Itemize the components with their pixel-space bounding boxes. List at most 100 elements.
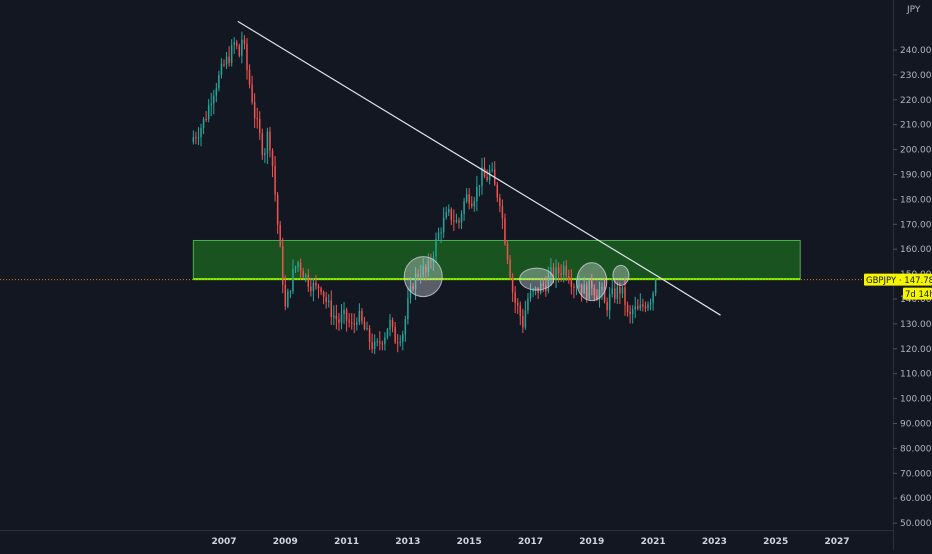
y-tick-label: 120.000 bbox=[900, 345, 932, 355]
candle-body bbox=[473, 201, 476, 207]
candle-body bbox=[236, 42, 238, 46]
candle-body bbox=[294, 267, 297, 270]
candle-body bbox=[634, 306, 636, 310]
y-tick-label: 170.000 bbox=[900, 220, 932, 230]
y-tick-label: 110.000 bbox=[900, 370, 932, 380]
candle-body bbox=[626, 304, 629, 312]
candle-body bbox=[373, 341, 376, 349]
candle-body bbox=[356, 322, 358, 325]
candle-body bbox=[537, 288, 539, 294]
candle-body bbox=[458, 220, 460, 223]
candle-body bbox=[499, 197, 501, 207]
candle-body bbox=[534, 288, 537, 291]
candle-body bbox=[644, 306, 647, 309]
candle-body bbox=[430, 260, 432, 262]
candle-body bbox=[394, 327, 396, 343]
x-tick-label: 2007 bbox=[211, 537, 236, 547]
x-tick-label: 2027 bbox=[824, 537, 849, 547]
countdown-box bbox=[903, 287, 932, 300]
candle-body bbox=[511, 277, 514, 293]
candle-body bbox=[233, 42, 235, 46]
candle-body bbox=[368, 328, 371, 343]
candle-body bbox=[483, 167, 486, 177]
candle-body bbox=[381, 343, 384, 345]
candle-body bbox=[274, 165, 276, 195]
candle-body bbox=[435, 238, 437, 257]
y-tick-label: 210.000 bbox=[900, 121, 932, 131]
candle-body bbox=[304, 275, 307, 277]
trendline bbox=[237, 20, 721, 316]
x-tick-label: 2015 bbox=[457, 537, 482, 547]
currency-label: JPY bbox=[906, 5, 921, 15]
y-tick-label: 130.000 bbox=[900, 320, 932, 330]
candle-body bbox=[527, 298, 529, 311]
candle-body bbox=[243, 39, 246, 44]
candle-body bbox=[652, 293, 654, 303]
y-tick-label: 70.000 bbox=[900, 469, 932, 479]
candle-body bbox=[228, 56, 230, 63]
highlight-ellipse bbox=[403, 256, 443, 298]
y-tick-label: 220.000 bbox=[900, 96, 932, 106]
candle-body bbox=[345, 309, 348, 321]
candle-body bbox=[256, 118, 258, 120]
candle-body bbox=[496, 184, 499, 198]
y-tick-label: 140.000 bbox=[900, 295, 932, 305]
candle-body bbox=[450, 209, 453, 221]
candle-body bbox=[192, 137, 195, 143]
candle-body bbox=[519, 305, 522, 317]
candle-body bbox=[642, 304, 644, 307]
candle-body bbox=[322, 291, 325, 297]
candle-body bbox=[412, 286, 414, 290]
candle-body bbox=[325, 296, 327, 303]
candle-body bbox=[225, 56, 228, 65]
candle-body bbox=[200, 127, 202, 138]
candle-body bbox=[330, 300, 333, 318]
candle-body bbox=[335, 315, 338, 320]
candle-body bbox=[419, 275, 422, 277]
candle-body bbox=[580, 284, 583, 293]
x-tick-label: 2021 bbox=[641, 537, 666, 547]
candle-body bbox=[501, 206, 504, 219]
candle-body bbox=[363, 321, 366, 330]
candle-body bbox=[281, 246, 284, 286]
candle-body bbox=[573, 287, 575, 289]
x-tick-label: 2025 bbox=[763, 537, 788, 547]
candle-body bbox=[315, 282, 317, 286]
candle-body bbox=[338, 319, 340, 323]
candle-body bbox=[639, 304, 642, 309]
candle-body bbox=[399, 341, 401, 343]
x-tick-label: 2009 bbox=[273, 537, 298, 547]
candle-body bbox=[284, 285, 287, 307]
candle-body bbox=[614, 288, 616, 299]
candle-body bbox=[409, 286, 412, 299]
candle-body bbox=[218, 74, 220, 89]
candle-body bbox=[230, 45, 233, 63]
candle-body bbox=[539, 283, 542, 294]
candle-body bbox=[522, 316, 524, 328]
candle-body bbox=[468, 194, 470, 204]
price-tag-text: GBPJPY · 147.785 bbox=[866, 276, 932, 286]
candle-body bbox=[504, 218, 506, 244]
candle-body bbox=[261, 133, 264, 156]
candle-body bbox=[384, 337, 386, 345]
candle-body bbox=[287, 291, 289, 307]
candle-body bbox=[343, 309, 345, 315]
candle-body bbox=[391, 319, 394, 328]
candle-body bbox=[583, 284, 585, 293]
candle-body bbox=[506, 243, 509, 260]
candle-body bbox=[532, 290, 534, 292]
candle-body bbox=[619, 286, 621, 294]
candle-body bbox=[555, 267, 557, 279]
candle-body bbox=[568, 276, 570, 281]
candle-body bbox=[593, 288, 596, 296]
candle-body bbox=[445, 212, 447, 218]
candle-body bbox=[529, 291, 532, 299]
candle-body bbox=[481, 167, 483, 187]
candle-body bbox=[371, 342, 373, 349]
candle-body bbox=[611, 288, 613, 295]
candle-body bbox=[463, 201, 465, 214]
candle-body bbox=[241, 39, 243, 56]
